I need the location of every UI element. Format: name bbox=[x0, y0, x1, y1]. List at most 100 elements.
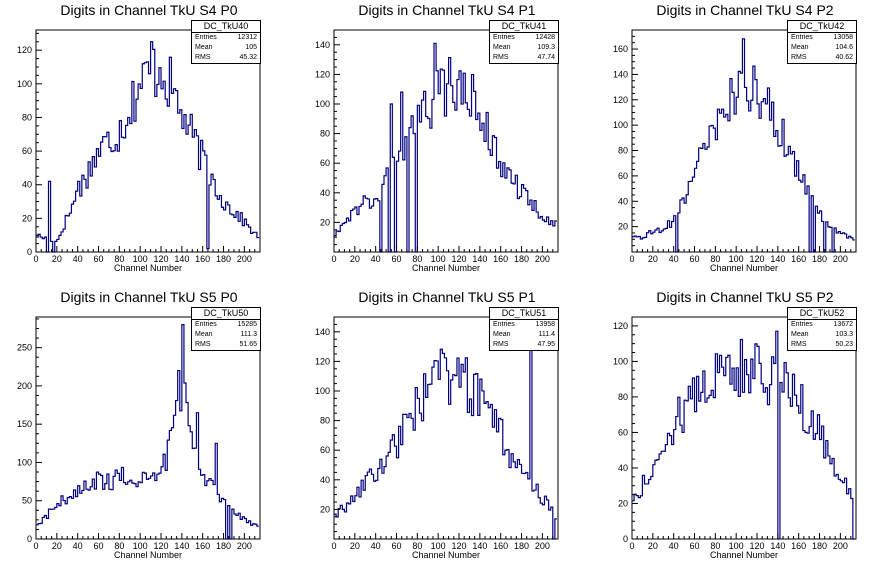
stats-label: RMS bbox=[791, 54, 807, 61]
stats-row-rms: RMS 47.74 bbox=[490, 53, 558, 63]
stats-value: 12312 bbox=[237, 34, 257, 41]
x-tick-label: 60 bbox=[94, 254, 104, 264]
y-tick-label: 140 bbox=[315, 40, 330, 50]
x-tick-label: 80 bbox=[412, 541, 422, 551]
x-tick-label: 40 bbox=[371, 541, 381, 551]
x-tick-label: 100 bbox=[133, 541, 148, 551]
y-tick-label: 100 bbox=[315, 386, 330, 396]
stats-label: Entries bbox=[791, 34, 813, 41]
stats-label: Mean bbox=[791, 44, 809, 51]
stats-label: Mean bbox=[493, 44, 511, 51]
x-tick-label: 20 bbox=[350, 254, 360, 264]
y-tick-label: 100 bbox=[613, 356, 628, 366]
x-tick-label: 180 bbox=[216, 541, 231, 551]
x-tick-label: 140 bbox=[472, 541, 487, 551]
stats-box: DC_TkU51 Entries 13958 Mean 111.4 RMS 47.95 bbox=[489, 307, 559, 351]
stats-value: 47.95 bbox=[537, 341, 555, 348]
x-tick-label: 160 bbox=[493, 254, 508, 264]
stats-value: 40.62 bbox=[835, 54, 853, 61]
y-tick-label: 100 bbox=[613, 120, 628, 130]
stats-value: 13672 bbox=[833, 321, 853, 328]
x-tick-label: 60 bbox=[94, 541, 104, 551]
x-tick-label: 80 bbox=[114, 541, 124, 551]
x-tick-label: 0 bbox=[33, 254, 38, 264]
x-tick-label: 200 bbox=[833, 254, 848, 264]
x-tick-label: 100 bbox=[729, 254, 744, 264]
stats-box: DC_TkU50 Entries 15285 Mean 111.3 RMS 51.65 bbox=[191, 307, 261, 351]
x-tick-label: 80 bbox=[710, 254, 720, 264]
x-tick-label: 140 bbox=[770, 541, 785, 551]
y-tick-label: 80 bbox=[320, 416, 330, 426]
y-tick-label: 40 bbox=[618, 463, 628, 473]
stats-histogram-name: DC_TkU42 bbox=[788, 21, 856, 33]
chart-title: Digits in Channel TkU S5 P1 bbox=[358, 289, 536, 305]
x-tick-label: 20 bbox=[52, 541, 62, 551]
x-tick-label: 20 bbox=[350, 541, 360, 551]
stats-row-mean: Mean 111.4 bbox=[490, 330, 558, 340]
x-tick-label: 180 bbox=[514, 541, 529, 551]
chart-title: Digits in Channel TkU S4 P2 bbox=[656, 2, 834, 18]
y-tick-label: 200 bbox=[17, 381, 32, 391]
stats-label: Mean bbox=[493, 331, 511, 338]
x-tick-label: 160 bbox=[493, 541, 508, 551]
stats-value: 111.4 bbox=[538, 331, 555, 338]
y-tick-label: 80 bbox=[22, 112, 32, 122]
histogram-plot: 0 20 40 60 80 100 120 140 160 180 200 20 40 60 80 100 12… bbox=[315, 316, 559, 551]
x-tick-label: 0 bbox=[331, 254, 336, 264]
stats-value: 13058 bbox=[833, 34, 853, 41]
stats-row-mean: Mean 103.3 bbox=[788, 330, 856, 340]
stats-value: 13958 bbox=[535, 321, 555, 328]
x-axis-label: Channel Number bbox=[710, 550, 779, 560]
histogram-line bbox=[334, 323, 557, 540]
chart-title: Digits in Channel TkU S5 P2 bbox=[656, 289, 834, 305]
stats-row-mean: Mean 105 bbox=[192, 43, 260, 53]
x-tick-label: 200 bbox=[535, 541, 550, 551]
plot-frame bbox=[35, 316, 261, 540]
stats-box: DC_TkU40 Entries 12312 Mean 105 RMS 45.32 bbox=[191, 20, 261, 64]
stats-value: 47.74 bbox=[537, 54, 555, 61]
stats-value: 109.3 bbox=[537, 44, 555, 51]
x-tick-label: 80 bbox=[710, 541, 720, 551]
histogram-pad: Digits in Channel TkU S4 P0 0 20 40 60 80 100 1… bbox=[0, 0, 298, 287]
stats-row-rms: RMS 50.23 bbox=[788, 340, 856, 350]
stats-row-rms: RMS 51.65 bbox=[192, 340, 260, 350]
stats-value: 45.32 bbox=[239, 54, 257, 61]
x-tick-label: 40 bbox=[73, 254, 83, 264]
histogram-line bbox=[36, 324, 259, 540]
stats-label: Entries bbox=[791, 321, 813, 328]
x-tick-label: 60 bbox=[690, 254, 700, 264]
stats-value: 105 bbox=[245, 44, 257, 51]
histogram-plot: 0 20 40 60 80 100 120 140 160 180 200 20 40 60 80 100 12… bbox=[613, 29, 857, 264]
histogram-pad: Digits in Channel TkU S4 P1 0 20 40 60 80 100 1… bbox=[298, 0, 596, 287]
stats-box: DC_TkU41 Entries 12428 Mean 109.3 RMS 47.74 bbox=[489, 20, 559, 64]
x-tick-label: 160 bbox=[195, 254, 210, 264]
x-axis-label: Channel Number bbox=[412, 550, 481, 560]
y-tick-label: 0 bbox=[27, 247, 32, 257]
stats-box: DC_TkU42 Entries 13058 Mean 104.6 RMS 40.62 bbox=[787, 20, 857, 64]
histogram-plot: 0 20 40 60 80 100 120 140 160 180 200 0 20 40 60 80 100 1… bbox=[613, 316, 857, 551]
stats-row-rms: RMS 40.62 bbox=[788, 53, 856, 63]
histogram-line bbox=[632, 38, 855, 253]
x-tick-label: 200 bbox=[237, 254, 252, 264]
y-tick-label: 50 bbox=[22, 496, 32, 506]
x-tick-label: 100 bbox=[431, 541, 446, 551]
x-tick-label: 0 bbox=[33, 541, 38, 551]
stats-row-rms: RMS 47.95 bbox=[490, 340, 558, 350]
y-tick-label: 140 bbox=[613, 69, 628, 79]
y-tick-label: 150 bbox=[17, 419, 32, 429]
x-tick-label: 100 bbox=[729, 541, 744, 551]
x-axis-label: Channel Number bbox=[412, 263, 481, 273]
y-tick-label: 100 bbox=[17, 79, 32, 89]
stats-label: Entries bbox=[195, 321, 217, 328]
chart-title: Digits in Channel TkU S5 P0 bbox=[60, 289, 238, 305]
stats-row-entries: Entries 13958 bbox=[490, 320, 558, 330]
stats-row-mean: Mean 111.3 bbox=[192, 330, 260, 340]
y-tick-label: 80 bbox=[320, 129, 330, 139]
x-tick-label: 160 bbox=[791, 254, 806, 264]
x-tick-label: 180 bbox=[216, 254, 231, 264]
x-tick-label: 40 bbox=[73, 541, 83, 551]
y-tick-label: 120 bbox=[613, 95, 628, 105]
stats-box: DC_TkU52 Entries 13672 Mean 103.3 RMS 50.23 bbox=[787, 307, 857, 351]
x-tick-label: 180 bbox=[514, 254, 529, 264]
y-tick-label: 120 bbox=[17, 45, 32, 55]
